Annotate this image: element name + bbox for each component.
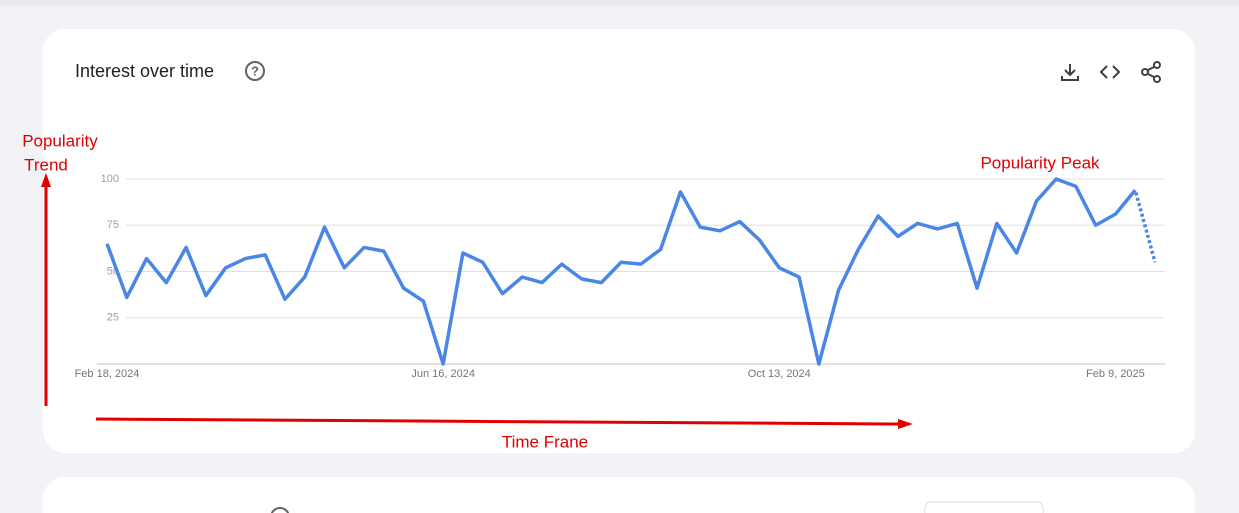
y-tick-label: 25 (107, 312, 119, 324)
y-tick-label: 75 (107, 219, 119, 231)
share-button[interactable] (1141, 61, 1161, 83)
top-strip (0, 0, 1239, 5)
x-tick-label: Feb 18, 2024 (75, 368, 140, 380)
x-tick-label: Oct 13, 2024 (748, 368, 811, 380)
x-tick-label: Feb 9, 2025 (1086, 368, 1145, 380)
annotation: Popularity Peak (980, 153, 1100, 172)
help-icon[interactable]: ? (245, 61, 265, 81)
annotations: Popularity Trend Popularity Peak Time Fr… (22, 131, 1100, 451)
card-title: Interest over time (75, 61, 214, 81)
download-button[interactable] (1061, 64, 1079, 81)
arrowhead (898, 419, 913, 429)
arrow (95, 417, 899, 426)
annotation: Time Frane (502, 432, 588, 451)
annotation: Popularity (22, 131, 98, 150)
card (43, 29, 1195, 453)
annotation: Trend (24, 155, 68, 174)
embed-button[interactable] (1099, 65, 1121, 79)
arrowhead (41, 173, 51, 187)
help-icon[interactable] (270, 507, 290, 513)
y-tick-label: 100 (101, 173, 119, 185)
arrows (41, 173, 913, 429)
dropdown[interactable] (924, 501, 1044, 513)
x-tick-label: Jun 16, 2024 (411, 368, 475, 380)
svg-text:?: ? (251, 63, 259, 78)
next-card (43, 477, 1195, 513)
trend-line (105, 177, 1157, 366)
